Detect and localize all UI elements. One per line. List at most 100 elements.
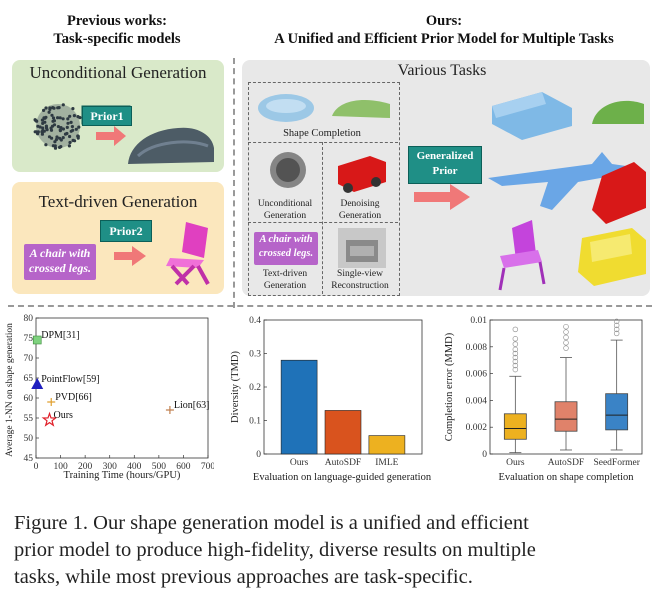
scatter-xtick-label: 200 (78, 462, 93, 472)
right-arrow-icon (114, 246, 146, 266)
scatter-point-label: PVD[66] (55, 392, 92, 403)
box-seedformer (605, 393, 629, 431)
scatter-point-triangle (31, 378, 44, 389)
partial-car-icon (332, 100, 390, 118)
box-outlier (512, 326, 519, 333)
box-outlier (512, 336, 519, 342)
box-ylabel: Completion error (MMD) (444, 332, 455, 441)
point-cloud-icon (33, 103, 82, 150)
header-left-line2: Task-specific models (53, 31, 181, 47)
uncond-line1: Unconditional (257, 199, 313, 209)
prior1-tag: Prior1 (82, 106, 132, 126)
unconditional-generation-panel: Unconditional Generation Prior1 (12, 60, 224, 172)
box-outlier (512, 358, 519, 365)
figure-caption: Figure 1. Our shape generation model is … (14, 510, 650, 591)
box-outlier (563, 329, 569, 335)
text-prompt-box: A chair with crossed legs. (24, 244, 96, 280)
text-driven-generation-label: Text-driven Generation (248, 268, 322, 292)
scatter-ytick-label: 65 (24, 374, 34, 384)
chair-shape-icon (512, 220, 536, 260)
bar-ytick-label: 0.1 (249, 417, 261, 427)
scatter-xtick-label: 400 (127, 462, 142, 472)
text-driven-generation-panel: Text-driven Generation A chair with cros… (12, 182, 224, 294)
bar-ours (280, 359, 318, 455)
scatter-xtick-label: 100 (53, 462, 68, 472)
bar-ytick-label: 0.4 (249, 316, 261, 326)
box-outlier (512, 366, 519, 373)
scatter-point-label: Ours (54, 410, 74, 421)
box-xtick-label: SeedFormer (593, 458, 640, 468)
box-outlier (512, 362, 519, 369)
box-ytick-label: 0 (482, 450, 487, 460)
bar-ytick-label: 0 (256, 450, 261, 460)
box-outlier (613, 318, 620, 325)
box-ytick-label: 0.01 (470, 316, 487, 326)
car-shape-icon (128, 127, 214, 164)
red-truck-icon (338, 156, 386, 193)
shape-completion-label: Shape Completion (283, 128, 361, 139)
scatter-point-label: PointFlow[59] (41, 374, 99, 385)
caption-line2: prior model to produce high-fidelity, di… (14, 539, 536, 561)
vertical-divider (233, 58, 235, 308)
prior2-tag: Prior2 (100, 220, 152, 242)
prompt-line2: crossed legs. (29, 261, 91, 275)
caption-line1: Figure 1. Our shape generation model is … (14, 512, 529, 534)
generalized-prior-tag: Generalized Prior (408, 146, 482, 184)
shape-completion-thumbnails (258, 94, 390, 122)
unconditional-generation-title: Unconditional Generation (29, 63, 207, 82)
uncond-line2: Generation (263, 211, 307, 221)
bar-chart-title: Evaluation on language-guided generation (253, 472, 432, 483)
scatter-ytick-label: 55 (24, 414, 34, 424)
denoising-generation-label: Denoising Generation (322, 198, 398, 222)
box-outlier (512, 354, 519, 361)
bar-xtick-label: AutoSDF (325, 458, 361, 468)
box-plot-area (489, 319, 643, 455)
unconditional-generation-label: Unconditional Generation (248, 198, 322, 222)
horizontal-divider (8, 305, 652, 307)
scatter-ytick-label: 75 (24, 334, 34, 344)
tasks-inner-box (248, 82, 400, 296)
chair-shape-icon (166, 222, 210, 286)
prior-line1: Generalized (416, 150, 474, 162)
bar-xtick-label: Ours (290, 458, 309, 468)
box-outlier (613, 330, 620, 337)
scatter-point-plus (47, 398, 56, 406)
caption-line3: tasks, while most previous approaches ar… (14, 566, 473, 588)
box-outlier (563, 345, 569, 351)
box-outlier (563, 334, 569, 341)
generated-shapes (488, 92, 646, 291)
scatter-point-label: Lion[63] (174, 400, 210, 411)
header-previous-works: Previous works: Task-specific models (22, 12, 212, 48)
box-outlier (613, 326, 620, 333)
bar-autosdf (324, 410, 362, 455)
prompt-line1: A chair with (29, 246, 91, 260)
car-shape-icon (592, 100, 644, 124)
prior-line2: Prior (432, 165, 458, 177)
scatter-point-plus (165, 406, 174, 414)
truck-shape-icon (592, 162, 646, 224)
single-view-reconstruction-label: Single-view Reconstruction (322, 268, 398, 292)
bar-imle (368, 435, 406, 455)
bar-ylabel: Diversity (TMD) (230, 350, 241, 423)
airplane-shape-icon (488, 152, 640, 210)
text-driven-generation-title: Text-driven Generation (38, 192, 198, 211)
scatter-xtick-label: 300 (103, 462, 118, 472)
header-right-line1: Ours: (425, 13, 463, 29)
bar-chart: 0 0.1 0.2 0.3 0.4 Ours AutoSDF IMLE Evaluation… (230, 316, 432, 483)
scatter-ytick-label: 50 (24, 434, 34, 444)
header-right-line2: A Unified and Efficient Prior Model for … (274, 31, 614, 47)
scatter-xtick-label: 600 (176, 462, 191, 472)
box-outlier (512, 350, 519, 357)
bar-xtick-label: IMLE (375, 458, 398, 468)
scatter-ytick-label: 80 (24, 314, 34, 324)
bar-ytick-label: 0.3 (249, 350, 261, 360)
box-chart: 0 0.002 0.004 0.006 0.008 0.01 Ours AutoSDF See… (444, 316, 643, 483)
scatter-xtick-label: 0 (34, 462, 39, 472)
right-arrow-icon (96, 126, 126, 146)
box-outlier (512, 346, 519, 353)
text-prompt-box-small: A chair with crossed legs. (254, 232, 318, 265)
scatter-xtick-label: 700 (201, 462, 214, 472)
various-tasks-panel: Various Tasks Shape Completion Unconditi… (242, 60, 650, 296)
box-outlier (563, 340, 569, 346)
